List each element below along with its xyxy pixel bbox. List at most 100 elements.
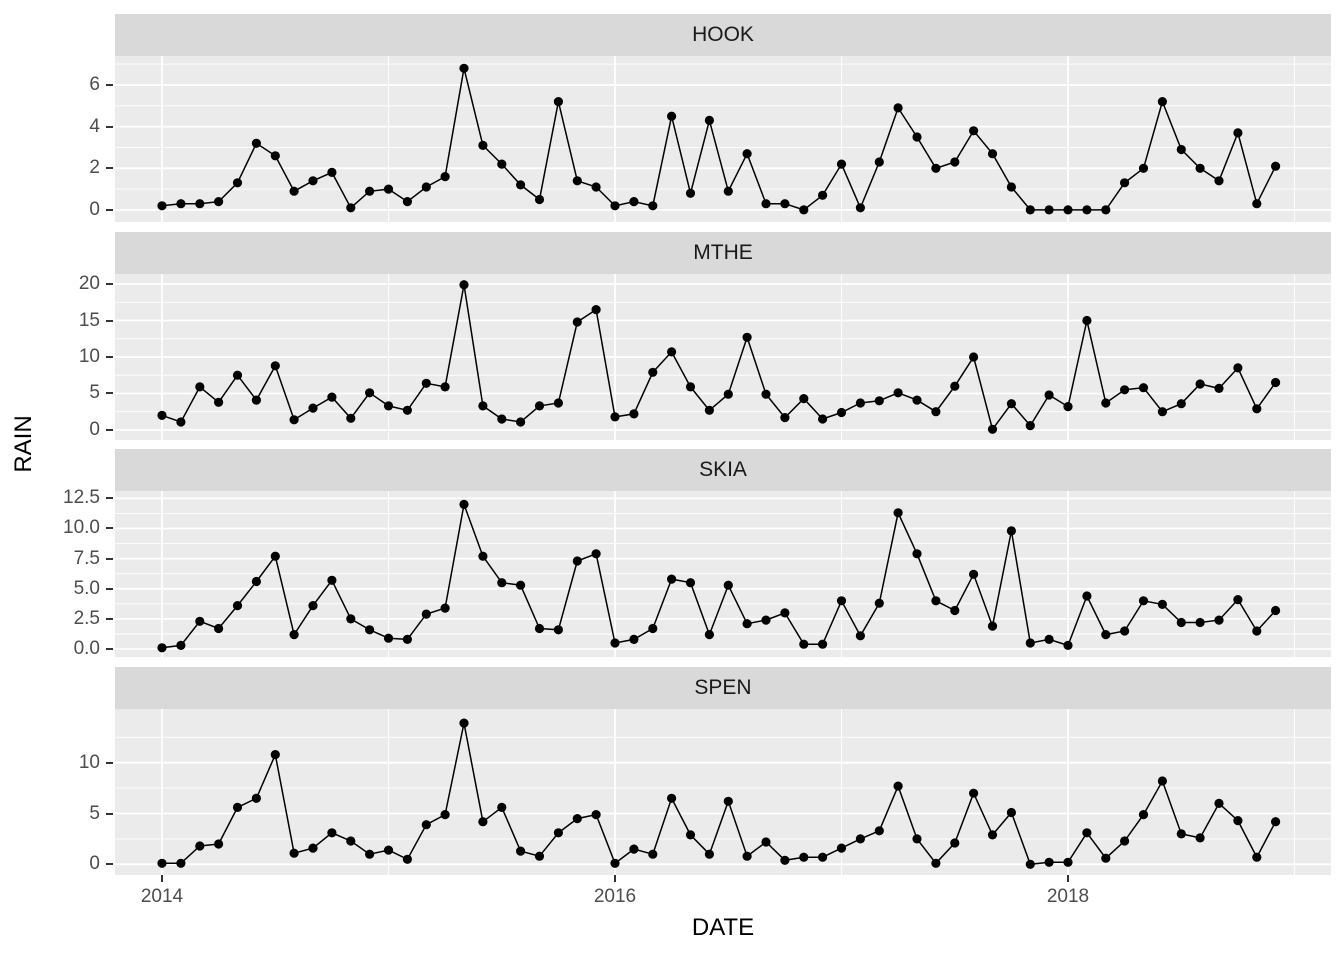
data-point [478,140,488,150]
y-tick-label: 20 [78,273,100,294]
facet-panel-mthe [115,274,1331,440]
data-point [761,389,771,399]
data-point [327,167,337,177]
facet-strip-skia: SKIA [115,449,1331,491]
data-point [836,159,847,169]
data-point [365,849,375,859]
data-point [289,848,299,858]
data-point [931,407,941,417]
data-point [1082,828,1092,838]
data-point [610,412,620,422]
facet-panel-skia [115,491,1331,657]
data-point [931,858,941,868]
data-point [1063,205,1073,215]
data-point [836,407,847,418]
data-point [572,556,582,566]
data-point [591,182,601,192]
data-point [629,844,639,854]
y-tick-mark [106,125,113,128]
rain-line [161,501,1277,649]
data-point [1138,383,1149,393]
data-point [799,639,809,649]
data-point [1006,399,1017,409]
data-point [346,203,356,213]
data-point [1157,407,1167,417]
data-point [893,508,903,518]
data-point [195,616,205,626]
x-tick-mark [161,875,163,882]
data-point [459,63,469,73]
data-point [251,395,261,405]
data-point [893,103,903,113]
data-point [402,197,412,207]
data-point [327,828,337,838]
data-point [553,828,563,838]
x-tick-mark [614,875,616,882]
data-point [591,305,601,315]
data-point [742,619,752,629]
data-point [1082,315,1092,326]
data-point [346,836,356,846]
data-point [1006,526,1017,536]
data-point [855,834,866,844]
data-point [1252,626,1262,636]
data-point [761,615,771,625]
data-point [685,382,696,392]
data-point [1233,816,1243,826]
data-point [327,392,337,402]
facet-strip-spen: SPEN [115,667,1331,709]
data-point [1006,182,1017,192]
data-point [1271,377,1281,388]
data-point [836,843,847,853]
x-axis-title: DATE [691,914,755,941]
facet-label-mthe: MTHE [693,241,753,264]
data-point [232,601,243,611]
data-point [950,838,960,848]
data-point [421,609,431,619]
data-point [1176,617,1186,628]
y-tick-mark [106,83,113,86]
data-point [1063,640,1073,650]
data-point [1157,97,1167,107]
data-point [818,852,828,862]
data-point [667,793,677,803]
data-point [610,638,620,648]
data-point [610,201,620,211]
data-point [1271,817,1281,827]
data-point [761,837,771,847]
data-point [648,367,658,377]
data-point [1044,205,1054,215]
y-tick-label: 0 [89,418,100,440]
data-point [912,549,922,559]
data-point [497,578,507,588]
data-point [440,603,450,613]
data-point [232,370,243,380]
data-point [478,551,488,561]
data-point [950,157,960,167]
y-tick-mark [106,761,113,764]
data-point [969,352,979,362]
data-point [912,834,922,844]
data-point [459,499,469,509]
data-point [270,151,280,161]
y-tick-label: 5 [89,382,100,404]
data-point [232,178,243,188]
data-point [1233,595,1243,605]
data-point [534,194,545,205]
data-point [195,199,205,209]
data-point [365,388,375,398]
data-point [1195,379,1205,389]
y-tick-label: 10 [78,346,100,367]
y-tick-mark [106,812,113,815]
data-point [1252,199,1262,209]
facet-label-spen: SPEN [694,676,752,699]
data-point [1025,421,1035,431]
data-point [1252,852,1262,862]
data-point [704,115,715,125]
facet-panel-spen [115,709,1331,875]
data-point [818,414,828,424]
data-point [365,186,375,196]
data-point [176,858,186,868]
data-point [572,176,582,186]
data-point [327,575,337,585]
